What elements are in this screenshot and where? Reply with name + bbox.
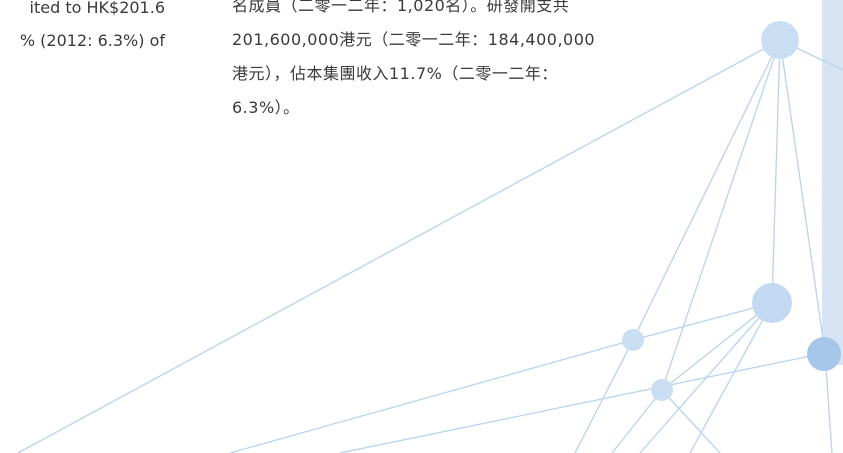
left-text-line: ited to HK$201.6 — [30, 0, 165, 18]
node — [651, 379, 673, 401]
right-text-line: 6.3%）。 — [232, 98, 300, 118]
page: ited to HK$201.6 % (2012: 6.3%) of 名成員（二… — [0, 0, 843, 453]
network-lines — [18, 40, 843, 453]
network-nodes — [622, 21, 841, 401]
side-band — [822, 0, 843, 365]
node — [752, 283, 792, 323]
right-text-line: 名成員（二零一二年：1,020名）。研發開支共 — [232, 0, 569, 16]
node — [761, 21, 799, 59]
right-text-line: 201,600,000港元（二零一二年：184,400,000 — [232, 30, 595, 50]
right-text-line: 港元），佔本集團收入11.7%（二零一二年： — [232, 64, 558, 84]
left-text-line: % (2012: 6.3%) of — [20, 31, 165, 51]
node — [807, 337, 841, 371]
node — [622, 329, 644, 351]
